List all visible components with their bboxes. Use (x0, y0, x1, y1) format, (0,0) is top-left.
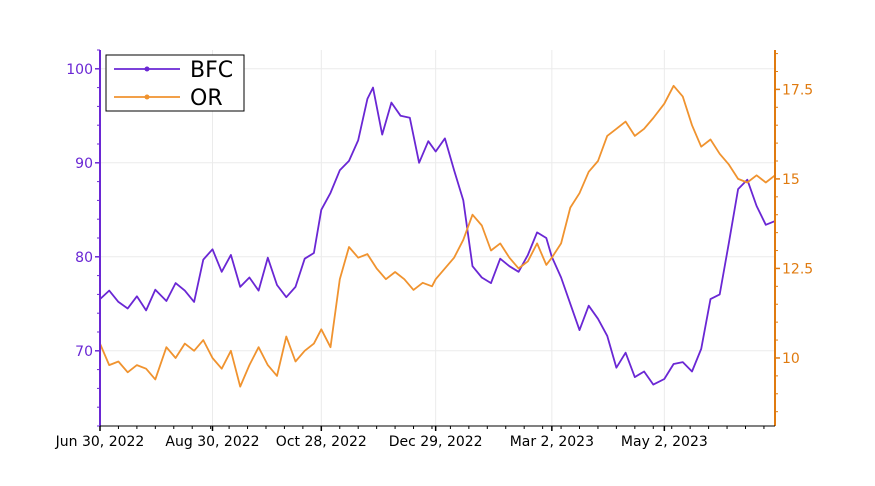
x-tick-label: Aug 30, 2022 (165, 434, 259, 450)
x-tick-label: Jun 30, 2022 (55, 434, 145, 450)
left-y-tick-label: 70 (75, 344, 93, 360)
x-tick-label: Oct 28, 2022 (276, 434, 367, 450)
right-y-tick-label: 10 (782, 351, 800, 367)
legend: BFC OR (105, 54, 245, 112)
legend-marker-bfc (144, 66, 150, 72)
legend-marker-or (144, 94, 150, 100)
right-y-tick-label: 15 (782, 172, 800, 188)
left-y-tick-label: 80 (75, 250, 93, 266)
right-y-tick-label: 17.5 (782, 82, 813, 98)
x-tick-label: May 2, 2023 (621, 434, 708, 450)
x-tick-label: Dec 29, 2022 (389, 434, 483, 450)
legend-label-or: OR (190, 86, 223, 111)
legend-box (105, 54, 245, 112)
series-line-or (99, 84, 776, 388)
series-line-bfc (99, 86, 776, 386)
left-y-tick-label: 100 (66, 62, 93, 78)
axes: 70 80 90 100 10 12.5 15 17.5 Jun 30, 2022 Aug 30,… (55, 49, 813, 450)
x-tick-label: Mar 2, 2023 (510, 434, 594, 450)
right-y-tick-label: 12.5 (782, 261, 813, 277)
left-y-tick-label: 90 (75, 156, 93, 172)
grid-lines (99, 50, 775, 426)
legend-label-bfc: BFC (190, 58, 233, 83)
series-layer (99, 84, 776, 388)
